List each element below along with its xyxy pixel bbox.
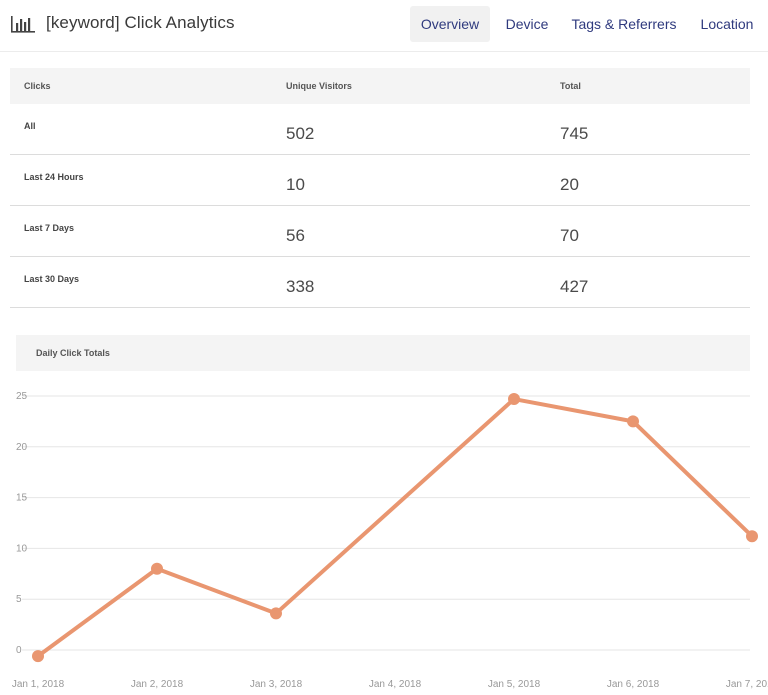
y-tick-label: 0 — [16, 645, 22, 656]
total-value: 20 — [560, 175, 579, 194]
y-tick-label: 20 — [16, 442, 28, 453]
x-tick-label: Jan 5, 2018 — [488, 679, 541, 690]
table-row: Last 24 Hours 10 20 — [10, 155, 750, 206]
bar-chart-icon — [11, 16, 35, 33]
column-header-unique-visitors: Unique Visitors — [286, 81, 352, 91]
chart-title: Daily Click Totals — [36, 348, 110, 358]
table-row: Last 7 Days 56 70 — [10, 206, 750, 257]
y-tick-label: 25 — [16, 391, 28, 402]
y-tick-label: 10 — [16, 543, 28, 554]
column-header-clicks: Clicks — [24, 81, 51, 91]
x-tick-label: Jan 3, 2018 — [250, 679, 303, 690]
tab-device[interactable]: Device — [505, 16, 549, 32]
app-header: [keyword] Click Analytics Overview Devic… — [0, 0, 768, 52]
row-label: Last 7 Days — [24, 223, 75, 233]
data-point[interactable] — [627, 415, 639, 428]
chart-header: Daily Click Totals — [16, 335, 750, 371]
row-label: Last 24 Hours — [24, 172, 84, 182]
data-point[interactable] — [32, 650, 44, 663]
y-tick-label: 5 — [16, 594, 22, 605]
total-value: 745 — [560, 124, 589, 143]
tab-tags-referrers[interactable]: Tags & Referrers — [571, 16, 677, 32]
tab-location[interactable]: Location — [700, 16, 754, 32]
unique-visitors-value: 56 — [286, 226, 305, 245]
column-header-total: Total — [560, 81, 581, 91]
tab-overview[interactable]: Overview — [410, 6, 490, 42]
row-label: Last 30 Days — [24, 274, 80, 284]
data-point[interactable] — [151, 562, 163, 575]
x-tick-label: Jan 7, 2018 — [726, 679, 768, 690]
unique-visitors-value: 338 — [286, 277, 315, 296]
clicks-table: Clicks Unique Visitors Total All 502 745… — [10, 68, 750, 308]
app-title: [keyword] Click Analytics — [46, 13, 235, 32]
data-point[interactable] — [508, 393, 520, 406]
x-tick-label: Jan 4, 2018 — [369, 679, 422, 690]
unique-visitors-value: 10 — [286, 175, 305, 194]
daily-click-totals-chart: 0 5 10 15 20 25 Jan 1, 2018 Jan 2, 2018 Jan 3, … — [12, 391, 768, 690]
y-tick-label: 15 — [16, 493, 28, 504]
total-value: 70 — [560, 226, 579, 245]
x-tick-label: Jan 1, 2018 — [12, 679, 65, 690]
table-header: Clicks Unique Visitors Total — [10, 68, 750, 104]
data-point[interactable] — [270, 607, 282, 620]
table-row: Last 30 Days 338 427 — [10, 257, 750, 308]
x-tick-label: Jan 2, 2018 — [131, 679, 184, 690]
row-label: All — [24, 121, 36, 131]
x-tick-label: Jan 6, 2018 — [607, 679, 660, 690]
total-value: 427 — [560, 277, 589, 296]
series-line — [36, 397, 754, 659]
data-point[interactable] — [746, 530, 758, 543]
unique-visitors-value: 502 — [286, 124, 315, 143]
table-row: All 502 745 — [10, 104, 750, 155]
